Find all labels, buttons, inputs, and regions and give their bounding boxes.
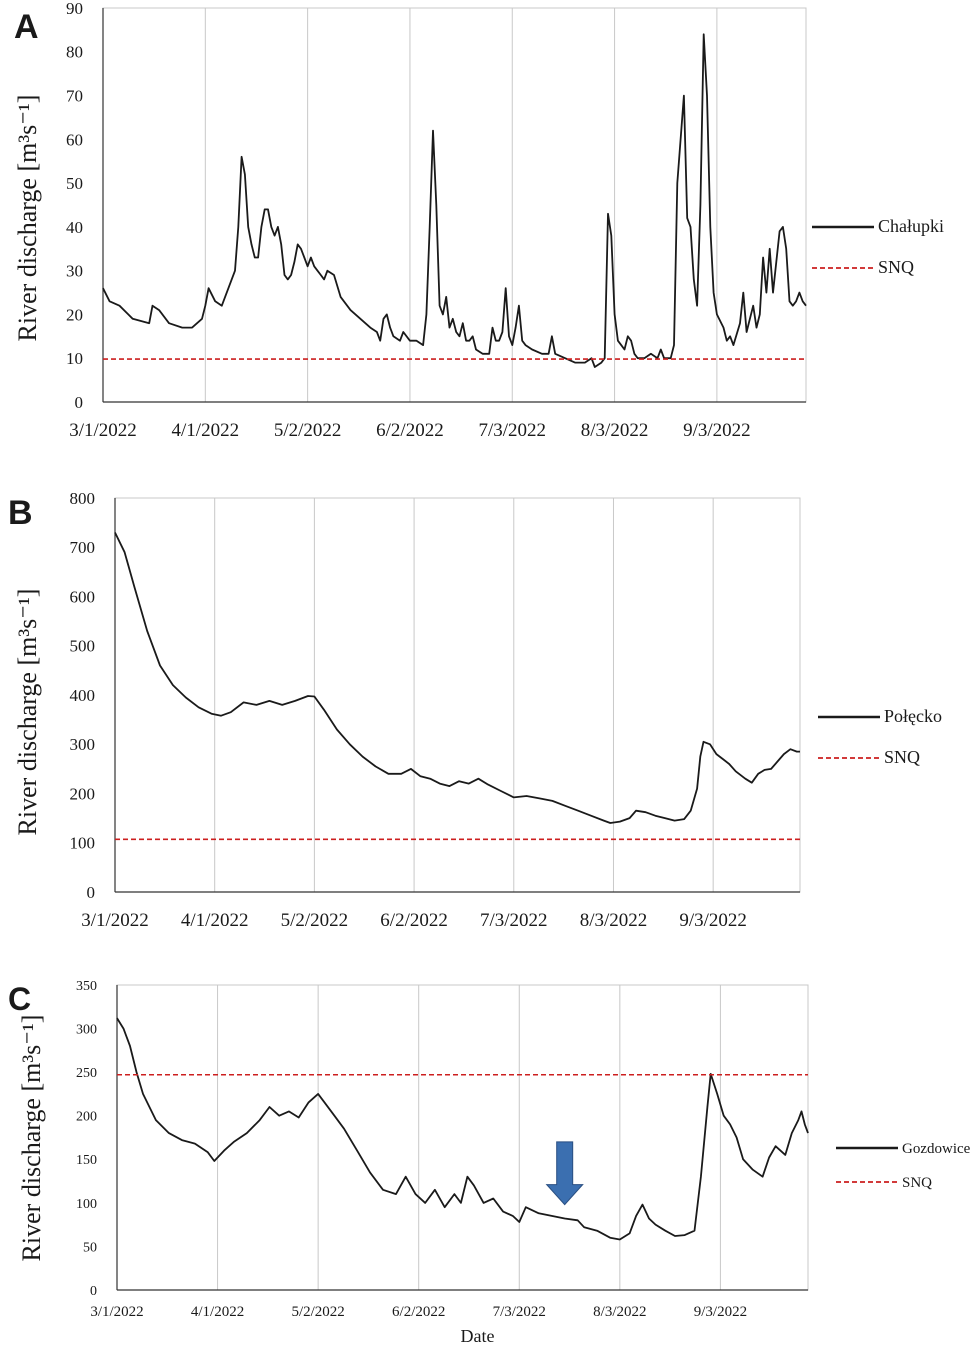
y-tick-label: 70	[66, 87, 83, 106]
y-axis-title: River discharge [m³s⁻¹]	[13, 95, 42, 342]
legend-label: Chałupki	[878, 216, 944, 236]
series-line-gozdowice	[116, 1017, 809, 1241]
panel-letter: B	[8, 494, 33, 532]
panel-c: 0 50 100 150 200 250 300 350 3/1/2022 4/1/2022 5/2…	[8, 979, 971, 1346]
x-tick-label: 4/1/2022	[172, 420, 240, 441]
legend-label: SNQ	[902, 1175, 932, 1191]
legend-label: SNQ	[884, 747, 920, 767]
x-tick-label: 8/3/2022	[580, 910, 648, 931]
y-tick-label: 300	[76, 1022, 97, 1037]
y-axis-title: River discharge [m³s⁻¹]	[13, 589, 42, 836]
y-tick-label: 150	[76, 1153, 97, 1168]
x-tick-label: 5/2/2022	[281, 910, 349, 931]
y-tick-label: 90	[66, 0, 83, 18]
y-tick-label: 30	[66, 262, 83, 281]
panel-a: 0 10 20 30 40 50 60 70 80 90 3/1/2022 4/1/2022 5/2/2…	[13, 0, 944, 441]
panel-b: 0 100 200 300 400 500 600 700 800 3/1/2022 4/1/202…	[8, 489, 942, 931]
x-tick-label: 7/3/2022	[493, 1304, 546, 1320]
panel-letter: A	[14, 8, 39, 46]
x-axis-title: Date	[461, 1326, 495, 1346]
x-tick-label: 4/1/2022	[191, 1304, 244, 1320]
x-tick-label: 3/1/2022	[90, 1304, 143, 1320]
panel-letter: C	[8, 981, 31, 1017]
y-tick-label: 600	[70, 587, 96, 606]
y-axis-title: River discharge [m³s⁻¹]	[17, 1015, 46, 1262]
x-tick-label: 9/3/2022	[683, 420, 751, 441]
y-tick-label: 50	[83, 1240, 97, 1255]
y-tick-label: 50	[66, 174, 83, 193]
down-arrow-icon	[545, 1141, 584, 1206]
x-tick-label: 9/3/2022	[679, 910, 747, 931]
y-tick-label: 400	[70, 686, 96, 705]
y-tick-label: 0	[75, 393, 84, 412]
y-tick-label: 800	[70, 489, 96, 508]
x-tick-label: 5/2/2022	[291, 1304, 344, 1320]
y-tick-label: 80	[66, 43, 83, 62]
y-tick-label: 10	[66, 349, 83, 368]
x-tick-label: 7/3/2022	[480, 910, 548, 931]
x-tick-label: 6/2/2022	[376, 420, 444, 441]
x-tick-label: 6/2/2022	[380, 910, 448, 931]
y-tick-label: 100	[76, 1197, 97, 1212]
y-tick-label: 700	[70, 538, 96, 557]
legend-label: Połęcko	[884, 706, 942, 726]
y-tick-label: 100	[70, 834, 96, 853]
x-tick-label: 3/1/2022	[69, 420, 137, 441]
x-tick-label: 9/3/2022	[694, 1304, 747, 1320]
x-tick-label: 4/1/2022	[181, 910, 249, 931]
y-tick-label: 250	[76, 1066, 97, 1081]
series-line-cha-upki	[102, 33, 807, 368]
y-tick-label: 200	[70, 784, 96, 803]
plot-frame	[114, 497, 801, 893]
x-tick-label: 6/2/2022	[392, 1304, 445, 1320]
x-tick-label: 7/3/2022	[478, 420, 546, 441]
y-tick-label: 0	[87, 883, 96, 902]
series-line-po-cko	[114, 532, 800, 824]
x-tick-label: 8/3/2022	[593, 1304, 646, 1320]
y-tick-label: 200	[76, 1110, 97, 1125]
y-tick-label: 300	[70, 735, 96, 754]
y-tick-label: 0	[90, 1284, 97, 1299]
y-tick-label: 60	[66, 130, 83, 149]
x-tick-label: 5/2/2022	[274, 420, 342, 441]
legend-label: SNQ	[878, 257, 914, 277]
y-tick-label: 500	[70, 637, 96, 656]
x-tick-label: 3/1/2022	[81, 910, 149, 931]
y-tick-label: 40	[66, 218, 83, 237]
y-tick-label: 350	[76, 979, 97, 994]
y-tick-label: 20	[66, 305, 83, 324]
legend-label: Gozdowice	[902, 1141, 971, 1157]
x-tick-label: 8/3/2022	[581, 420, 649, 441]
